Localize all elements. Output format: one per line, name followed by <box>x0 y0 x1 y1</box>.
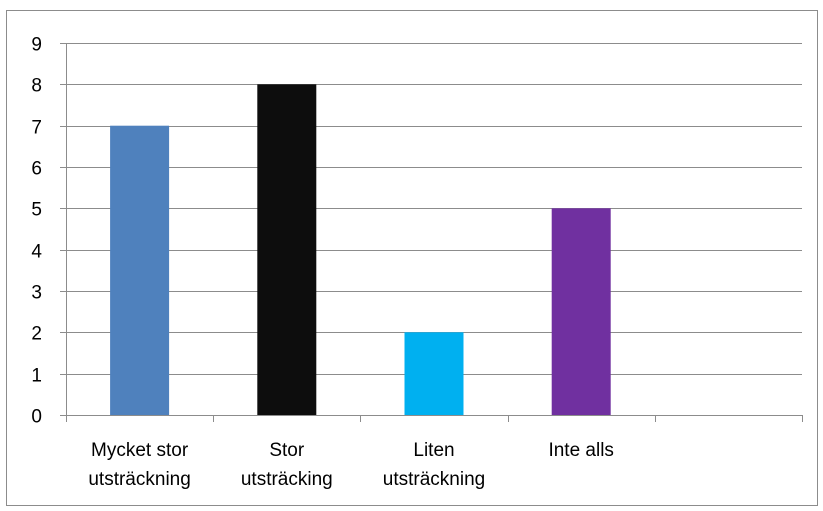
x-category-label: utsträcking <box>241 469 333 490</box>
y-tick-label: 4 <box>31 242 42 263</box>
x-category-label: Mycket stor <box>91 440 189 461</box>
axes <box>60 43 803 422</box>
bar-3 <box>404 332 464 415</box>
y-tick-label: 2 <box>31 324 42 345</box>
x-category-label: Liten <box>413 440 454 461</box>
y-tick-label: 7 <box>31 118 42 139</box>
bar-1 <box>110 125 170 415</box>
bar-4 <box>551 208 611 415</box>
y-tick-label: 6 <box>31 159 42 180</box>
y-tick-label: 5 <box>31 200 42 221</box>
y-tick-label: 8 <box>31 76 42 97</box>
y-tick-label: 0 <box>31 407 42 428</box>
x-category-label: utsträckning <box>88 469 190 490</box>
x-category-label: Inte alls <box>548 440 613 461</box>
x-category-label: utsträckning <box>383 469 485 490</box>
bars <box>110 84 611 416</box>
x-category-label: Stor <box>269 440 305 461</box>
labels: 0 1 2 3 4 5 6 7 8 9 Mycket stor utsträckning Stor uts… <box>31 35 614 491</box>
y-tick-label: 1 <box>31 366 42 387</box>
y-tick-label: 9 <box>31 35 42 56</box>
gridlines <box>66 43 802 375</box>
y-tick-label: 3 <box>31 283 42 304</box>
bar-2 <box>257 84 317 416</box>
